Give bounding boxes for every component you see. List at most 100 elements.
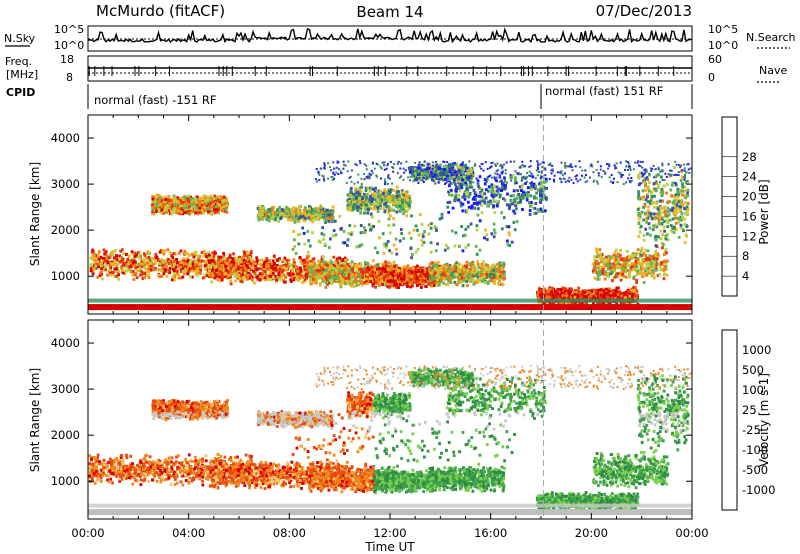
data-cell: [329, 264, 333, 268]
data-cell: [381, 282, 385, 286]
data-cell: [181, 266, 185, 270]
data-cell: [639, 253, 643, 257]
data-cell: [209, 273, 213, 277]
data-cell: [323, 266, 327, 269]
data-cell: [381, 262, 384, 266]
data-cell: [188, 262, 192, 266]
data-cell: [107, 256, 110, 260]
data-cell: [423, 276, 426, 280]
data-cell: [252, 267, 255, 271]
data-cell: [291, 272, 295, 276]
data-cell: [173, 252, 177, 256]
data-cell: [625, 290, 628, 294]
data-cell: [615, 286, 619, 290]
data-cell: [195, 269, 198, 273]
data-cell: [225, 210, 229, 214]
noise-left-tick-top: 10^5: [54, 23, 84, 36]
data-cell: [498, 275, 502, 279]
data-cell: [184, 268, 188, 272]
data-cell: [323, 262, 327, 266]
data-cell: [469, 276, 473, 280]
data-cell: [430, 261, 434, 265]
data-cell: [488, 272, 492, 276]
data-cell: [383, 268, 387, 272]
data-cell: [113, 256, 116, 260]
data-cell: [602, 289, 606, 293]
data-cell: [374, 280, 377, 284]
station-title: McMurdo (fitACF): [96, 2, 225, 20]
data-cell: [498, 281, 502, 284]
data-cell: [496, 266, 500, 270]
data-cell: [255, 260, 258, 264]
data-cell: [453, 263, 457, 267]
data-cell: [321, 266, 325, 269]
data-cell: [371, 284, 375, 288]
data-cell: [146, 250, 150, 254]
data-cell: [202, 194, 206, 198]
data-cell: [614, 255, 618, 259]
data-cell: [100, 264, 103, 268]
data-cell: [309, 282, 313, 286]
data-cell: [140, 265, 144, 269]
data-cell: [318, 260, 322, 264]
data-cell: [303, 258, 307, 262]
data-cell: [310, 270, 313, 274]
data-cell: [500, 272, 504, 276]
data-cell: [109, 251, 113, 254]
data-cell: [429, 279, 432, 283]
data-cell: [442, 272, 445, 276]
data-cell: [186, 265, 189, 268]
data-cell: [260, 263, 264, 267]
data-cell: [366, 273, 369, 277]
data-cell: [227, 274, 230, 278]
data-cell: [386, 285, 390, 289]
data-cell: [632, 275, 636, 279]
data-cell: [432, 284, 436, 287]
data-cell: [172, 271, 176, 275]
data-cell: [651, 268, 655, 272]
data-cell: [663, 265, 667, 269]
data-cell: [117, 269, 120, 273]
data-cell: [654, 268, 658, 272]
data-cell: [448, 271, 452, 275]
data-cell: [97, 250, 101, 254]
noise-sky-line: [87, 27, 693, 44]
data-cell: [391, 264, 395, 268]
data-cell: [303, 260, 307, 264]
data-cell: [426, 275, 430, 279]
data-cell: [308, 259, 311, 263]
data-cell: [449, 281, 453, 284]
data-cell: [112, 271, 115, 274]
data-cell: [147, 276, 151, 279]
data-cell: [587, 290, 590, 294]
data-cell: [190, 252, 194, 256]
data-cell: [268, 259, 272, 262]
data-cell: [390, 282, 394, 286]
data-cell: [382, 279, 386, 282]
data-cell: [650, 261, 654, 265]
data-cell: [467, 277, 470, 280]
data-cell: [252, 259, 256, 263]
data-cell: [97, 263, 101, 267]
data-cell: [626, 269, 630, 273]
data-cell: [168, 271, 172, 275]
data-cell: [642, 272, 646, 276]
data-cell: [333, 276, 336, 280]
data-cell: [260, 273, 264, 277]
data-cell: [498, 264, 502, 268]
data-cell: [364, 261, 367, 264]
data-cell: [338, 262, 342, 266]
data-cell: [354, 273, 358, 277]
data-cell: [274, 274, 277, 278]
data-cell: [94, 267, 98, 270]
data-cell: [560, 288, 563, 292]
data-cell: [435, 276, 439, 280]
data-cell: [311, 277, 315, 281]
data-cell: [425, 285, 428, 289]
data-cell: [606, 262, 610, 266]
data-cell: [106, 273, 109, 277]
data-cell: [345, 258, 349, 262]
data-cell: [344, 258, 348, 262]
data-cell: [465, 264, 469, 268]
data-cell: [290, 275, 294, 279]
